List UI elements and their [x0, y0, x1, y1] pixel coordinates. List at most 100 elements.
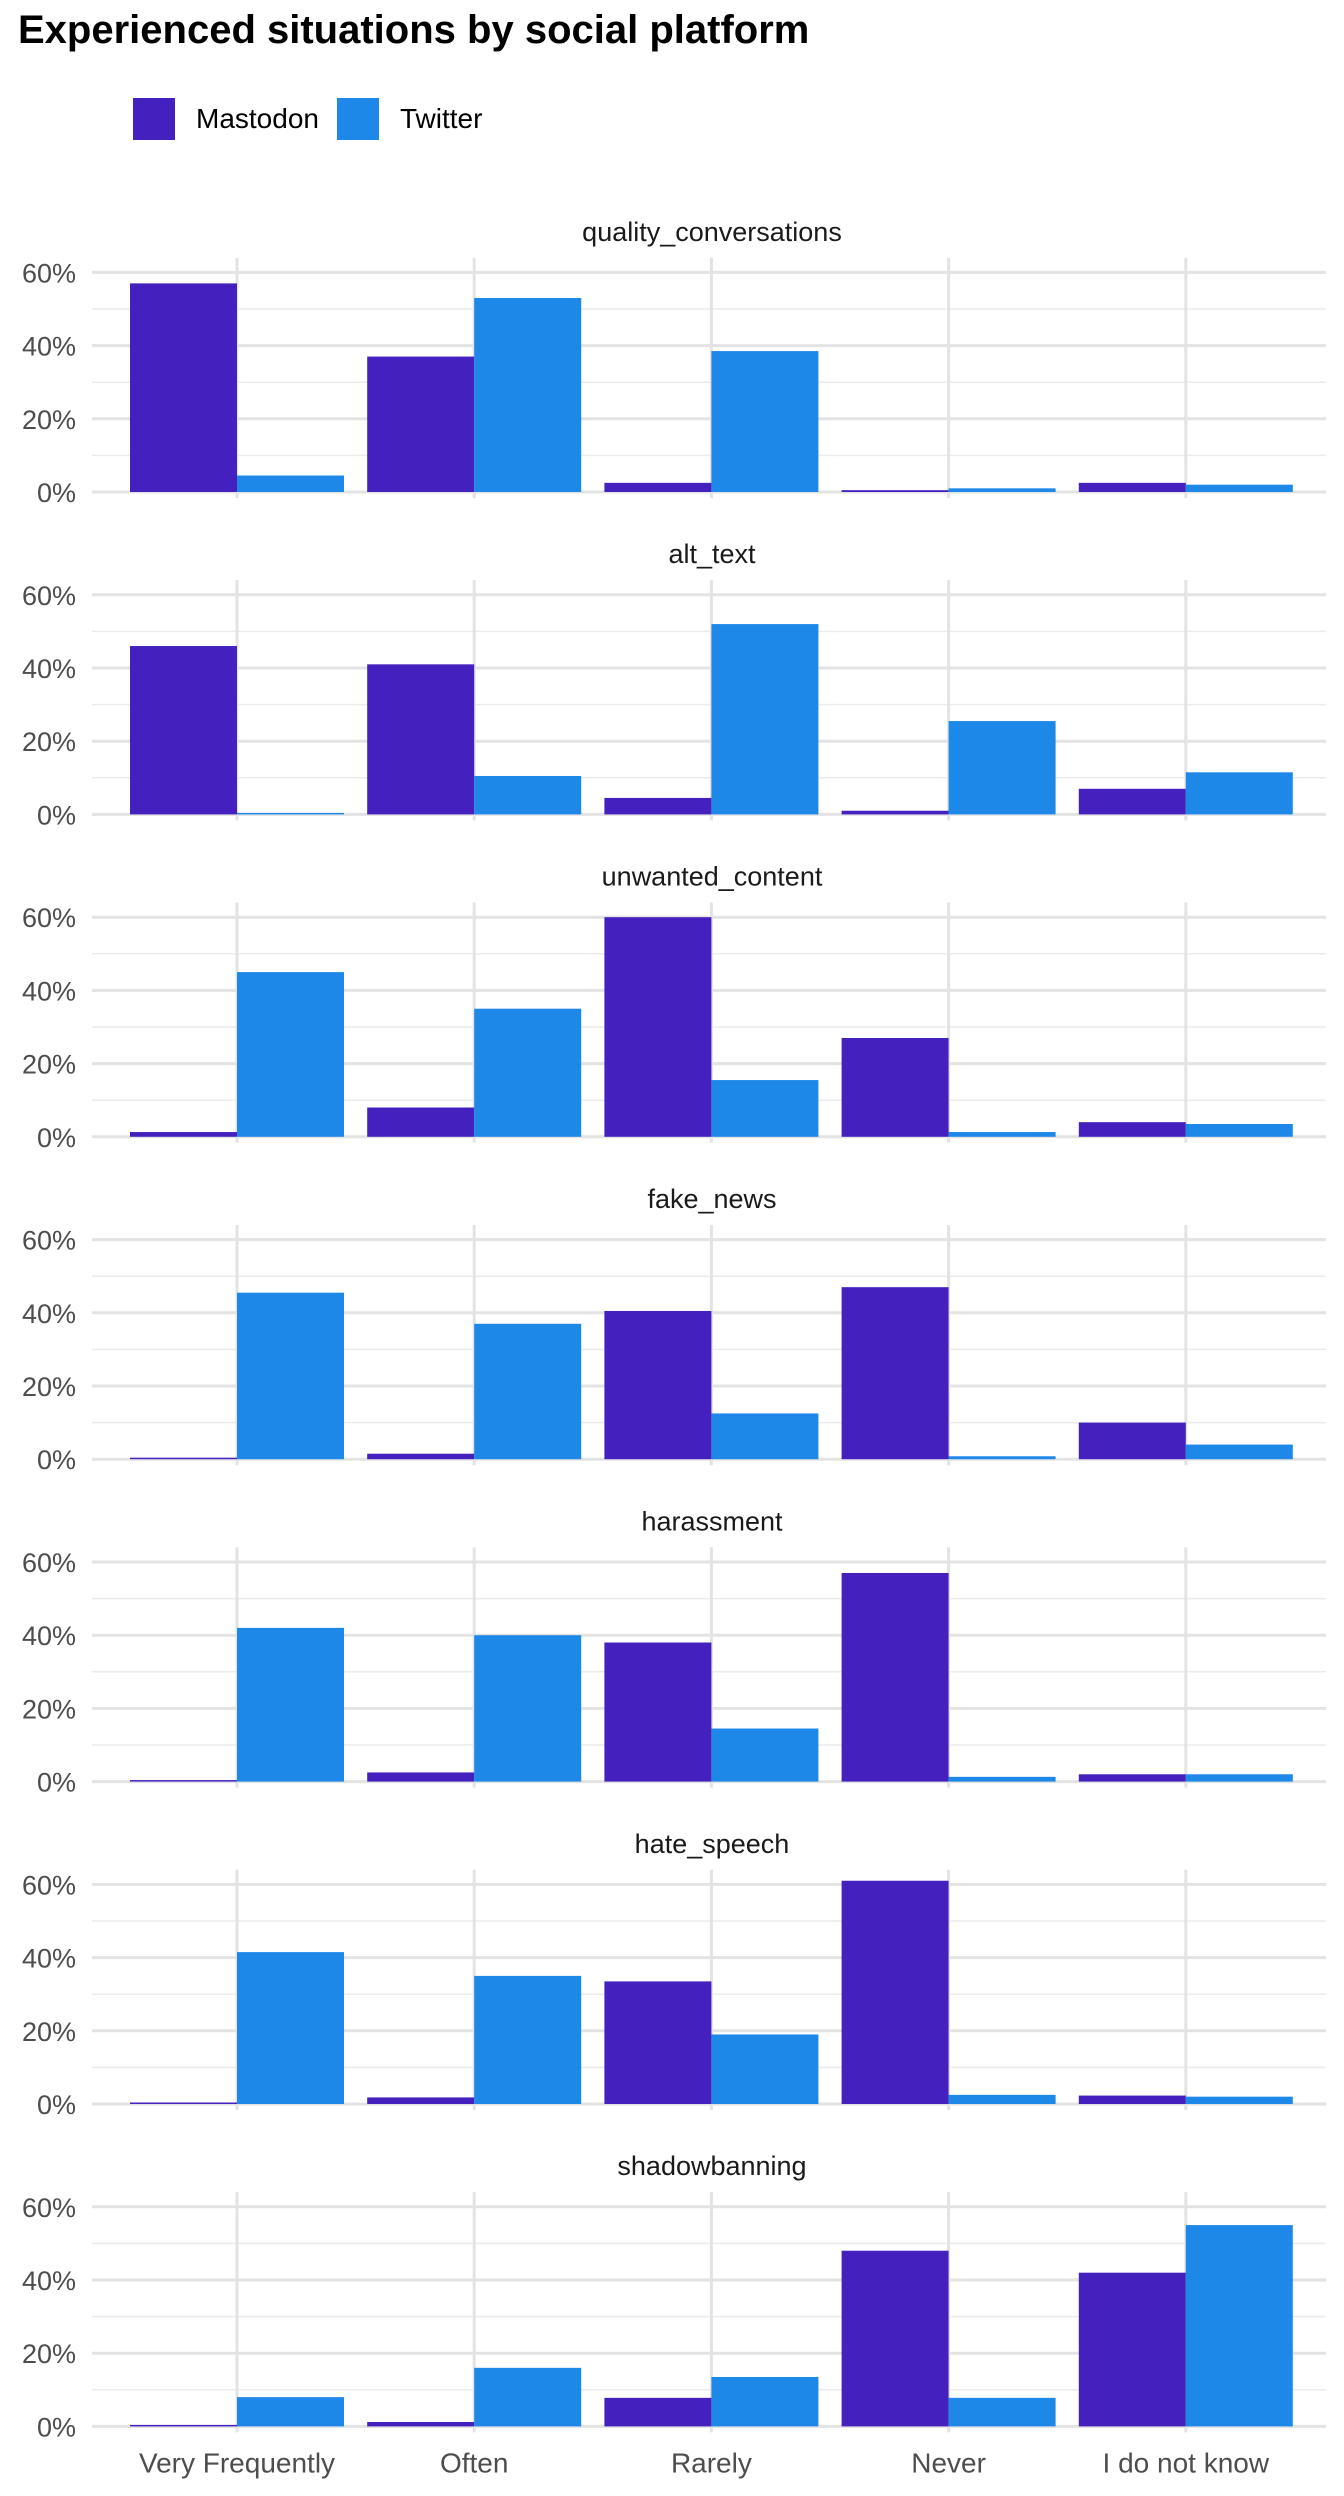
bar-hate-speech-twitter-4 — [1185, 2096, 1293, 2104]
y-tick-label: 60% — [22, 903, 76, 933]
bar-alt-text-mastodon-1 — [367, 664, 475, 815]
x-tick-label: Never — [911, 2447, 986, 2478]
y-tick-label: 40% — [22, 1944, 76, 1974]
panel-title: shadowbanning — [617, 2151, 806, 2181]
bar-fake-news-twitter-4 — [1185, 1444, 1293, 1460]
bar-shadowbanning-mastodon-1 — [367, 2422, 475, 2427]
bar-fake-news-mastodon-2 — [604, 1310, 712, 1460]
x-tick-label: I do not know — [1103, 2447, 1270, 2478]
y-tick-label: 20% — [22, 1050, 76, 1080]
y-tick-label: 40% — [22, 2266, 76, 2296]
bar-fake-news-twitter-1 — [474, 1323, 582, 1460]
bar-unwanted-content-mastodon-2 — [604, 917, 712, 1137]
bar-unwanted-content-twitter-4 — [1185, 1123, 1293, 1137]
bar-alt-text-mastodon-4 — [1078, 788, 1186, 815]
y-tick-label: 40% — [22, 654, 76, 684]
bar-harassment-mastodon-4 — [1078, 1774, 1186, 1782]
panel-title: hate_speech — [635, 1829, 790, 1859]
y-tick-label: 40% — [22, 1621, 76, 1651]
y-tick-label: 40% — [22, 976, 76, 1006]
legend: Mastodon Twitter — [133, 98, 500, 140]
bar-harassment-twitter-0 — [237, 1627, 344, 1782]
y-tick-label: 20% — [22, 2017, 76, 2047]
bar-fake-news-mastodon-4 — [1078, 1422, 1186, 1460]
bar-alt-text-twitter-3 — [948, 721, 1056, 815]
bar-quality-conversations-mastodon-1 — [367, 356, 475, 492]
legend-swatch-twitter — [336, 98, 379, 140]
bar-fake-news-twitter-0 — [237, 1292, 344, 1460]
legend-item-mastodon: Mastodon — [133, 98, 319, 140]
y-tick-label: 60% — [22, 1870, 76, 1900]
y-tick-label: 0% — [37, 1123, 76, 1153]
bar-harassment-twitter-1 — [474, 1635, 582, 1782]
y-tick-label: 0% — [37, 2090, 76, 2120]
panel-title: quality_conversations — [582, 217, 842, 247]
bar-hate-speech-twitter-1 — [474, 1975, 582, 2104]
bar-harassment-mastodon-0 — [130, 1780, 237, 1782]
y-tick-label: 20% — [22, 2339, 76, 2369]
y-tick-label: 0% — [37, 1768, 76, 1798]
bar-unwanted-content-twitter-1 — [474, 1008, 582, 1137]
y-tick-label: 60% — [22, 1548, 76, 1578]
bar-unwanted-content-mastodon-0 — [130, 1132, 237, 1137]
bar-harassment-twitter-2 — [711, 1728, 819, 1782]
bar-fake-news-mastodon-3 — [841, 1287, 949, 1460]
bar-quality-conversations-twitter-4 — [1185, 484, 1293, 492]
y-tick-label: 0% — [37, 478, 76, 508]
bar-alt-text-mastodon-0 — [130, 646, 237, 815]
bar-harassment-mastodon-3 — [841, 1572, 949, 1782]
bar-unwanted-content-mastodon-4 — [1078, 1122, 1186, 1137]
legend-label-mastodon: Mastodon — [196, 103, 319, 134]
bar-hate-speech-twitter-3 — [948, 2094, 1056, 2104]
chart-title: Experienced situations by social platfor… — [18, 8, 810, 52]
bar-alt-text-mastodon-3 — [841, 810, 949, 815]
bar-fake-news-twitter-3 — [948, 1456, 1056, 1460]
y-tick-label: 20% — [22, 727, 76, 757]
bar-fake-news-mastodon-1 — [367, 1453, 475, 1460]
panel-title: fake_news — [647, 1184, 776, 1214]
bar-shadowbanning-twitter-3 — [948, 2397, 1056, 2427]
bar-fake-news-mastodon-0 — [130, 1457, 237, 1460]
bar-hate-speech-mastodon-0 — [130, 2102, 237, 2104]
bar-shadowbanning-twitter-1 — [474, 2367, 582, 2427]
y-tick-label: 20% — [22, 1694, 76, 1724]
legend-item-twitter: Twitter — [336, 98, 483, 140]
y-tick-label: 20% — [22, 405, 76, 435]
bar-hate-speech-twitter-2 — [711, 2034, 819, 2104]
y-tick-label: 0% — [37, 1445, 76, 1475]
bar-shadowbanning-mastodon-2 — [604, 2397, 712, 2427]
bar-unwanted-content-mastodon-3 — [841, 1037, 949, 1137]
legend-label-twitter: Twitter — [399, 103, 483, 134]
bar-alt-text-mastodon-2 — [604, 797, 712, 815]
bar-unwanted-content-twitter-2 — [711, 1080, 819, 1137]
bar-quality-conversations-mastodon-2 — [604, 482, 712, 492]
bar-quality-conversations-twitter-2 — [711, 351, 819, 492]
bar-harassment-twitter-4 — [1185, 1774, 1293, 1782]
panel-title: unwanted_content — [602, 862, 823, 892]
bar-quality-conversations-twitter-3 — [948, 488, 1056, 492]
bar-shadowbanning-mastodon-3 — [841, 2250, 949, 2427]
bar-quality-conversations-twitter-1 — [474, 298, 582, 492]
bar-harassment-mastodon-2 — [604, 1642, 712, 1782]
bar-shadowbanning-twitter-4 — [1185, 2225, 1293, 2427]
y-tick-label: 60% — [22, 581, 76, 611]
bar-hate-speech-mastodon-4 — [1078, 2095, 1186, 2104]
y-tick-label: 60% — [22, 2193, 76, 2223]
bar-shadowbanning-twitter-0 — [237, 2397, 344, 2427]
bar-alt-text-twitter-2 — [711, 624, 819, 815]
x-tick-label: Very Frequently — [139, 2447, 335, 2478]
y-tick-label: 40% — [22, 1299, 76, 1329]
bar-hate-speech-mastodon-3 — [841, 1880, 949, 2104]
panel-title: harassment — [641, 1506, 783, 1536]
bar-unwanted-content-twitter-3 — [948, 1132, 1056, 1137]
y-tick-label: 60% — [22, 258, 76, 288]
bar-harassment-twitter-3 — [948, 1776, 1056, 1782]
y-tick-label: 60% — [22, 1226, 76, 1256]
bar-alt-text-twitter-4 — [1185, 772, 1293, 815]
legend-swatch-mastodon — [133, 98, 175, 140]
y-tick-label: 0% — [37, 800, 76, 830]
bar-quality-conversations-mastodon-4 — [1078, 482, 1186, 492]
bar-hate-speech-mastodon-1 — [367, 2097, 475, 2104]
bar-alt-text-twitter-0 — [237, 812, 344, 815]
